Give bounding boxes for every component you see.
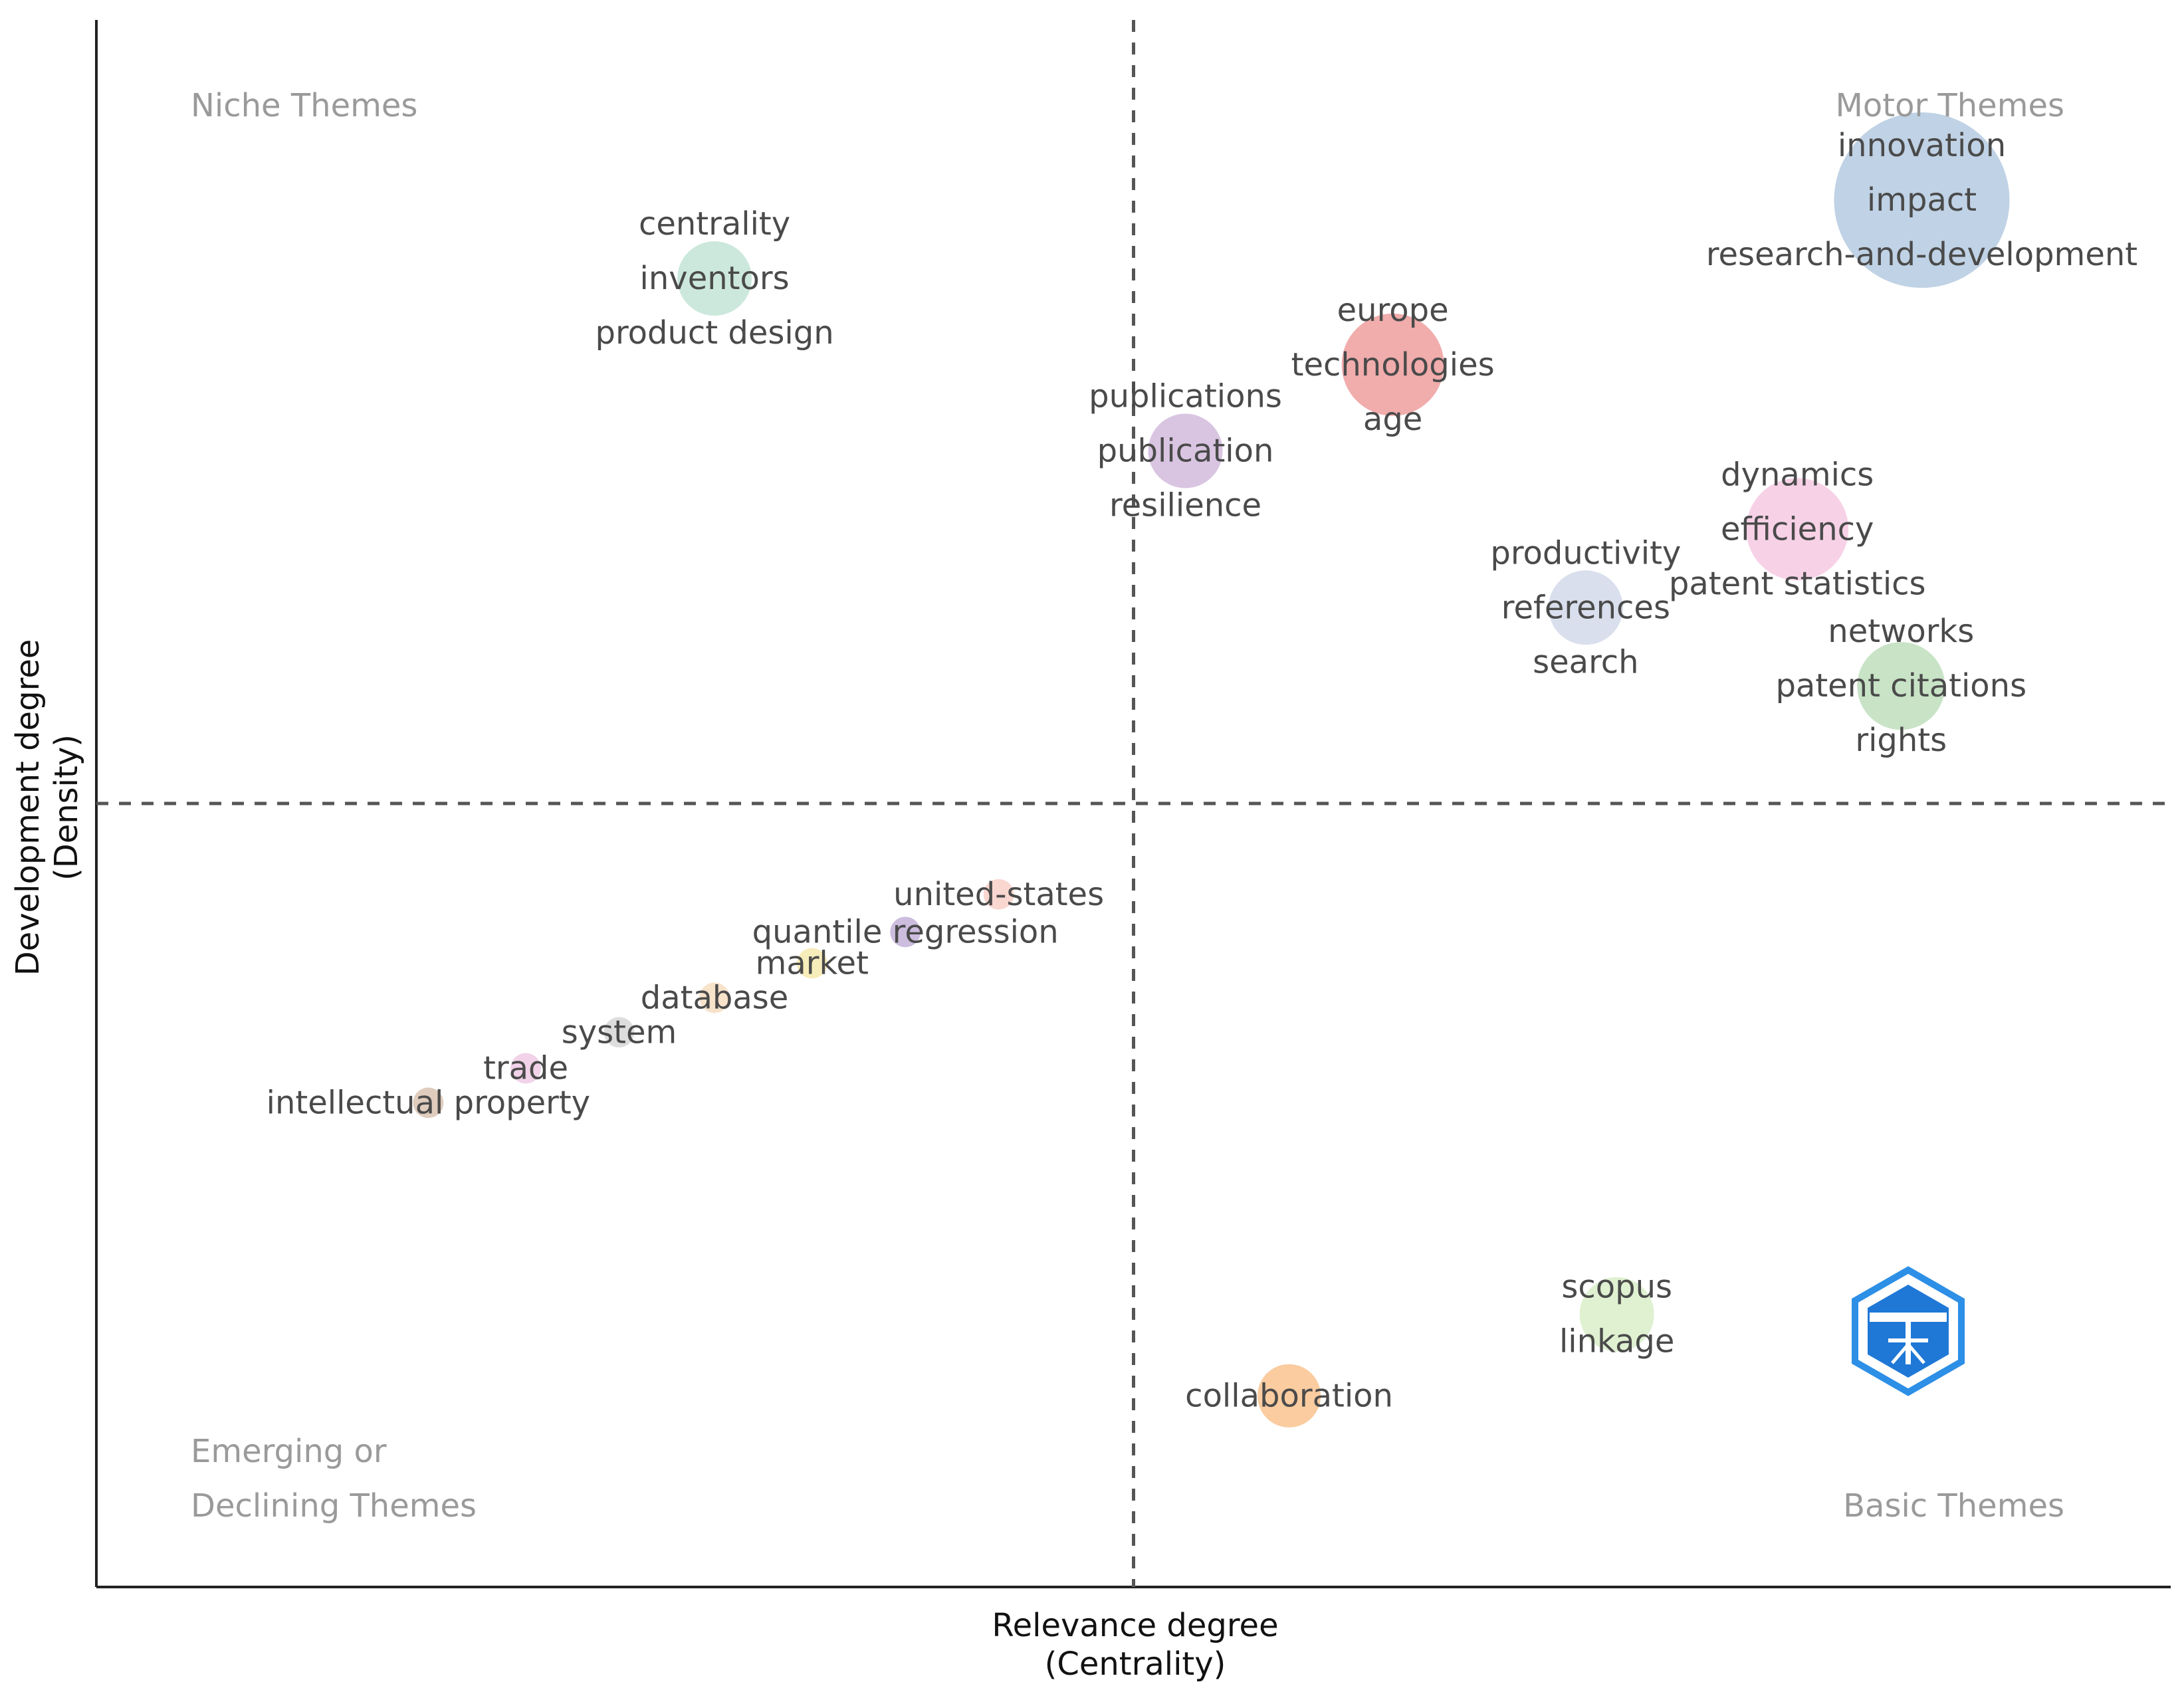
cluster-term-label: networks — [1828, 613, 1974, 650]
cluster-bubble-8 — [983, 879, 1014, 910]
cluster-term-label: system — [562, 1013, 677, 1051]
cluster-term-label: efficiency — [1721, 510, 1874, 548]
cluster-bubble-15 — [1579, 1277, 1654, 1352]
cluster-term-label: resilience — [1109, 486, 1261, 524]
cluster-term-label: impact — [1867, 181, 1977, 219]
cluster-term-label: patent citations — [1775, 667, 2026, 704]
cluster-bubble-11 — [699, 982, 730, 1013]
x-axis-title-line2: (Centrality) — [1045, 1645, 1226, 1683]
cluster-bubble-4 — [1148, 413, 1223, 488]
cluster-term-label: research-and-development — [1706, 236, 2137, 273]
cluster-term-label: publications — [1089, 377, 1282, 415]
logo-brace-right — [1907, 1343, 1925, 1364]
cluster-label-layer: innovation impact research-and-development… — [267, 127, 2137, 1414]
cluster-term-label: rights — [1855, 722, 1947, 759]
cluster-term-label: trade — [483, 1050, 568, 1087]
quadrant-label-basic: Basic Themes — [1843, 1487, 2064, 1525]
cluster-term-label: age — [1363, 401, 1422, 438]
cluster-term-label: search — [1533, 643, 1638, 681]
cluster-term-label: scopus — [1561, 1269, 1672, 1306]
cluster-bubble-2 — [677, 241, 752, 316]
cluster-bubble-3 — [1341, 313, 1444, 416]
cluster-term-label: database — [641, 979, 789, 1016]
cluster-term-label: product design — [596, 314, 834, 352]
quadrant-label-emerging-line2: Declining Themes — [191, 1487, 477, 1525]
y-axis-title: Development degree (Density) — [9, 639, 85, 976]
cluster-term-label: dynamics — [1721, 456, 1874, 493]
cluster-term-label: europe — [1337, 292, 1449, 329]
quadrant-label-niche: Niche Themes — [191, 87, 417, 124]
logo-brace-left — [1891, 1343, 1910, 1364]
watermark-logo — [1852, 1266, 1965, 1396]
cluster-term-label: intellectual property — [267, 1084, 590, 1121]
cluster-term-label: centrality — [639, 205, 790, 243]
logo-band — [1870, 1313, 1947, 1322]
cluster-bubble-6 — [1548, 570, 1623, 645]
cluster-term-label: patent statistics — [1669, 565, 1926, 602]
quadrant-label-emerging-line1: Emerging or — [191, 1433, 387, 1470]
bubble-layer — [413, 112, 2010, 1428]
cluster-term-label: references — [1501, 589, 1670, 626]
cluster-term-label: market — [756, 945, 869, 982]
cluster-bubble-16 — [1257, 1364, 1321, 1428]
cluster-term-label: publication — [1097, 432, 1274, 469]
cluster-term-label: inventors — [640, 260, 790, 297]
cluster-bubble-9 — [890, 916, 921, 948]
cluster-bubble-13 — [510, 1053, 541, 1084]
cluster-term-label: quantile regression — [752, 913, 1059, 950]
y-axis-title-line2: (Density) — [48, 734, 85, 881]
cluster-bubble-10 — [796, 948, 827, 979]
cluster-term-label: united-states — [893, 876, 1104, 913]
y-axis-title-line1: Development degree — [9, 639, 47, 976]
x-axis-title-line1: Relevance degree — [992, 1607, 1278, 1644]
cluster-term-label: technologies — [1291, 346, 1495, 383]
cluster-term-label: collaboration — [1185, 1377, 1393, 1414]
cluster-bubble-5 — [1746, 478, 1849, 581]
cluster-term-label: linkage — [1559, 1323, 1674, 1360]
cluster-bubble-12 — [603, 1017, 635, 1048]
cluster-bubble-1 — [1834, 112, 2010, 288]
cluster-bubble-7 — [1857, 642, 1945, 730]
cluster-term-label: innovation — [1838, 127, 2006, 164]
cluster-bubble-14 — [413, 1087, 444, 1118]
cluster-term-label: productivity — [1490, 534, 1681, 572]
quadrant-label-motor: Motor Themes — [1835, 87, 2064, 124]
